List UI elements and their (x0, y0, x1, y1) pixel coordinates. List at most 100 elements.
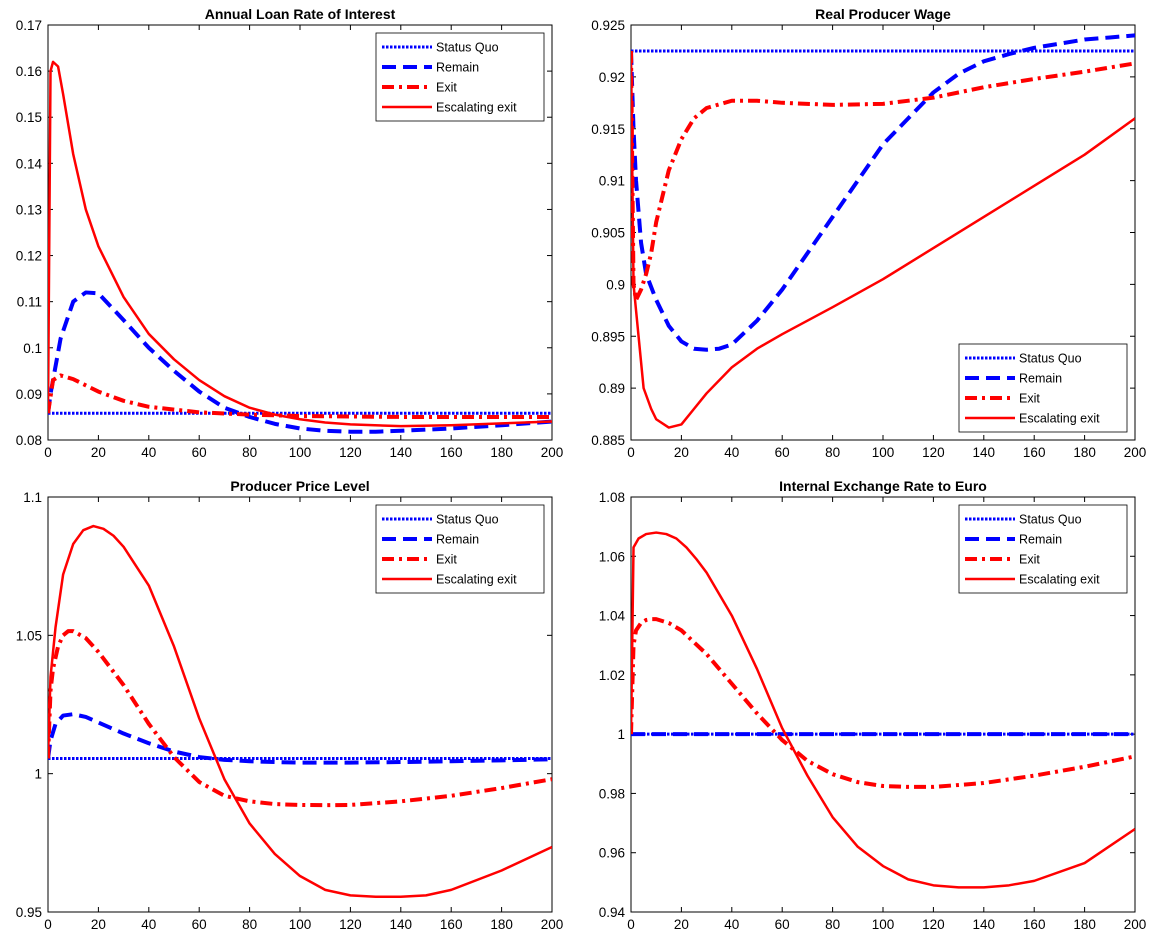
series-line-exit (48, 629, 552, 808)
chart-loan-rate: Annual Loan Rate of Interest 0 20 40 60 80 100… (16, 6, 564, 460)
x-tick-label: 100 (872, 445, 895, 460)
chart-title: Real Producer Wage (815, 6, 951, 22)
series-line-remain (48, 290, 552, 434)
series-line-escalating-exit (48, 524, 552, 899)
y-tick-label: 1.06 (599, 549, 625, 564)
legend-label-exit: Exit (436, 81, 457, 95)
y-tick-label: 0.09 (16, 387, 42, 402)
x-tick-label: 80 (825, 445, 840, 460)
x-tick-label: 0 (627, 445, 635, 460)
x-tick-label: 20 (91, 917, 106, 932)
y-tick-label: 0.9 (606, 277, 625, 292)
x-tick-label: 180 (1073, 445, 1096, 460)
legend-label-exit: Exit (1019, 392, 1040, 406)
x-tick-label: 160 (1023, 445, 1046, 460)
y-tick-label: 0.89 (599, 381, 625, 396)
x-tick-label: 80 (242, 917, 257, 932)
series-group (48, 60, 552, 434)
x-tick-label: 120 (339, 917, 362, 932)
x-tick-label: 140 (973, 445, 996, 460)
chart-title: Internal Exchange Rate to Euro (779, 478, 987, 494)
x-tick-label: 200 (1124, 917, 1147, 932)
legend: Status Quo Remain Exit Escalating exit (958, 504, 1128, 594)
y-tick-label: 0.95 (16, 905, 42, 920)
x-tick-label: 60 (775, 445, 790, 460)
series-group (631, 531, 1135, 889)
x-tick-label: 160 (1023, 917, 1046, 932)
x-tick-label: 200 (541, 917, 564, 932)
x-tick-label: 20 (91, 445, 106, 460)
y-tick-label: 0.91 (599, 174, 625, 189)
y-tick-label: 0.16 (16, 64, 42, 79)
x-tick-label: 200 (1124, 445, 1147, 460)
x-tick-label: 180 (490, 445, 513, 460)
x-tick-label: 20 (674, 445, 689, 460)
series-line-escalating-exit (631, 531, 1135, 889)
y-tick-label: 0.11 (17, 295, 42, 310)
x-tick-label: 140 (390, 445, 413, 460)
x-tick-label: 120 (922, 445, 945, 460)
chart-panel-price-level: Producer Price Level 0 20 40 60 80 100 120 140 16… (0, 472, 583, 944)
x-tick-label: 200 (541, 445, 564, 460)
x-tick-label: 80 (825, 917, 840, 932)
series-line-remain (48, 712, 552, 765)
y-tick-label: 1.04 (599, 609, 626, 624)
chart-producer-wage: Real Producer Wage 0 20 40 60 80 100 120 140 160 1… (591, 6, 1147, 460)
y-tick-label: 0.12 (16, 249, 42, 264)
x-tick-label: 60 (775, 917, 790, 932)
x-tick-label: 20 (674, 917, 689, 932)
legend-label-status-quo: Status Quo (1019, 352, 1082, 366)
x-tick-label: 80 (242, 445, 257, 460)
y-tick-label: 0.98 (599, 786, 625, 801)
legend-label-remain: Remain (1019, 533, 1062, 547)
series-line-exit (631, 617, 1135, 789)
y-tick-label: 0.96 (599, 846, 625, 861)
x-tick-label: 40 (141, 917, 156, 932)
y-tick-label: 1.08 (599, 490, 625, 505)
x-tick-label: 0 (44, 917, 52, 932)
series-line-escalating-exit (631, 50, 1135, 429)
legend-label-escalating-exit: Escalating exit (436, 101, 517, 115)
x-tick-label: 40 (724, 917, 739, 932)
series-line-exit (631, 50, 1135, 302)
x-tick-label: 40 (724, 445, 739, 460)
y-tick-label: 1.1 (23, 490, 42, 505)
chart-title: Annual Loan Rate of Interest (205, 6, 396, 22)
x-tick-label: 140 (973, 917, 996, 932)
x-tick-label: 100 (289, 917, 312, 932)
legend-label-remain: Remain (436, 61, 479, 75)
y-tick-label: 1 (34, 767, 42, 782)
y-tick-label: 0.92 (599, 70, 625, 85)
y-tick-label: 0.94 (599, 905, 626, 920)
y-tick-label: 0.925 (591, 18, 625, 33)
x-tick-label: 40 (141, 445, 156, 460)
y-tick-label: 0.905 (591, 226, 625, 241)
x-tick-label: 60 (192, 445, 207, 460)
y-tick-label: 0.915 (591, 122, 625, 137)
y-tick-label: 0.1 (23, 341, 42, 356)
series-group (48, 524, 552, 899)
legend-label-exit: Exit (1019, 553, 1040, 567)
chart-panel-exchange-rate: Internal Exchange Rate to Euro 0 20 40 60 80 1… (583, 472, 1166, 944)
legend-label-escalating-exit: Escalating exit (1019, 573, 1100, 587)
legend-label-escalating-exit: Escalating exit (436, 573, 517, 587)
legend-label-remain: Remain (1019, 372, 1062, 386)
y-tick-label: 0.885 (591, 433, 625, 448)
legend-label-exit: Exit (436, 553, 457, 567)
series-line-escalating-exit (48, 60, 552, 428)
chart-panel-producer-wage: Real Producer Wage 0 20 40 60 80 100 120 140 160 1… (583, 0, 1166, 472)
series-line-remain (631, 33, 1135, 352)
y-tick-label: 0.14 (16, 156, 43, 171)
x-tick-label: 0 (44, 445, 52, 460)
y-tick-label: 1.05 (16, 628, 42, 643)
y-tick-label: 0.895 (591, 329, 625, 344)
x-tick-label: 160 (440, 917, 463, 932)
x-tick-label: 100 (872, 917, 895, 932)
legend-label-status-quo: Status Quo (1019, 513, 1082, 527)
series-group (631, 33, 1135, 429)
x-tick-label: 120 (922, 917, 945, 932)
x-tick-label: 120 (339, 445, 362, 460)
x-tick-label: 180 (1073, 917, 1096, 932)
x-tick-label: 60 (192, 917, 207, 932)
